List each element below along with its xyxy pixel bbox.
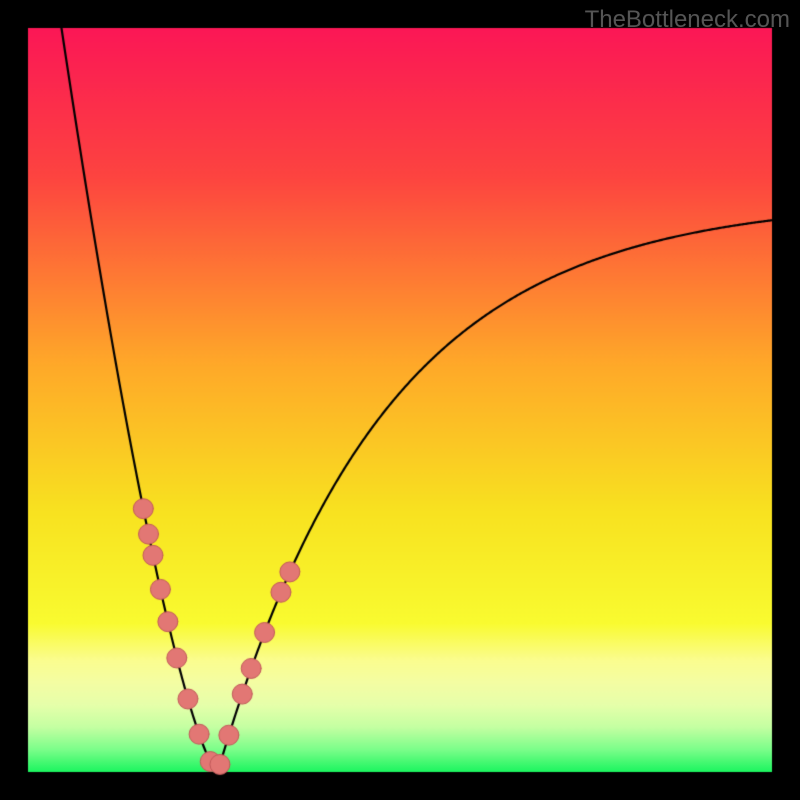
bottleneck-chart-canvas — [0, 0, 800, 800]
chart-container: TheBottleneck.com — [0, 0, 800, 800]
